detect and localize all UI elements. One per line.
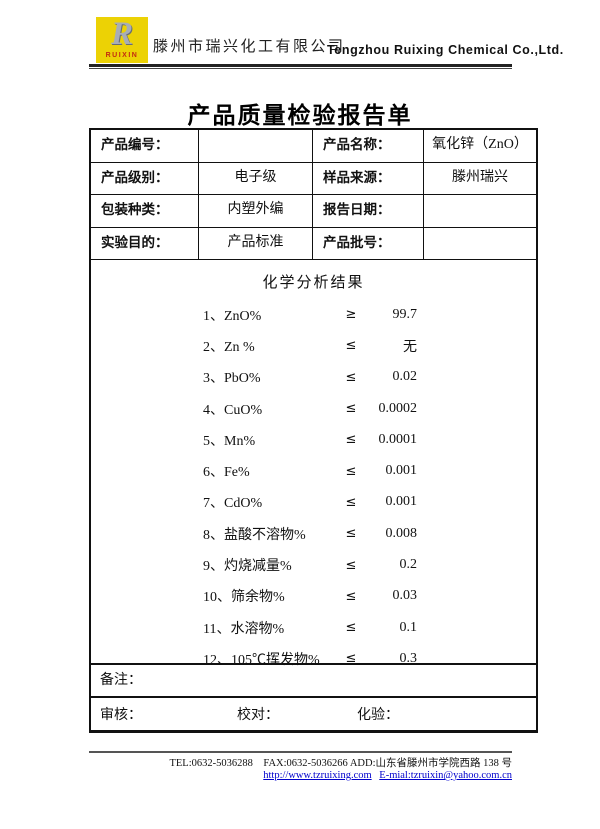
analysis-item: 3、PbO% ≤0.02 bbox=[91, 362, 536, 393]
item-operator: ≤ bbox=[345, 651, 357, 667]
website-link[interactable]: http://www.tzruixing.com bbox=[263, 770, 372, 781]
item-value: 0.001 bbox=[385, 463, 418, 479]
item-name: 12、105℃挥发物% bbox=[203, 652, 320, 668]
remarks-label: 备注： bbox=[100, 673, 142, 688]
item-operator: ≤ bbox=[345, 401, 357, 417]
review-label: 审核： bbox=[100, 708, 142, 723]
remarks-row: 备注： bbox=[91, 665, 536, 698]
item-value: 0.2 bbox=[399, 557, 418, 573]
analysis-items: 1、ZnO% ≥99.7 2、Zn % ≤ 无 3、PbO% ≤0.02 4、CuO% ≤… bbox=[91, 299, 536, 675]
analysis-section: 化学分析结果 1、ZnO% ≥99.7 2、Zn % ≤ 无 3、PbO% ≤0.02 … bbox=[91, 260, 536, 668]
page-title: 产品质量检验报告单 bbox=[187, 102, 413, 128]
analysis-item: 7、CdO% ≤0.001 bbox=[91, 487, 536, 518]
item-name: 5、Mn% bbox=[203, 433, 256, 449]
sample-source-value: 滕州瑞兴 bbox=[452, 169, 508, 185]
item-name: 2、Zn % bbox=[203, 339, 255, 355]
test-purpose-value: 产品标准 bbox=[199, 227, 313, 259]
signoff-row: 审核： 校对： 化验： bbox=[91, 698, 536, 730]
item-name: 7、CdO% bbox=[203, 496, 263, 512]
item-operator: ≤ bbox=[345, 463, 357, 479]
item-name: 1、ZnO% bbox=[203, 308, 262, 324]
analysis-item: 11、水溶物% ≤0.1 bbox=[91, 612, 536, 643]
item-value: 0.0002 bbox=[378, 400, 418, 416]
product-grade-label: 产品级别： bbox=[91, 162, 199, 194]
item-value: 0.1 bbox=[399, 619, 418, 635]
company-header: R RUIXIN 滕州市瑞兴化工有限公司 Tengzhou Ruixing Ch… bbox=[89, 12, 563, 66]
analysis-item: 9、灼烧减量% ≤0.2 bbox=[91, 549, 536, 580]
analysis-item: 5、Mn% ≤0.0001 bbox=[91, 424, 536, 455]
item-value: 0.0001 bbox=[378, 431, 418, 447]
report-date-label: 报告日期： bbox=[313, 195, 424, 227]
item-operator: ≤ bbox=[345, 494, 357, 510]
item-operator: ≤ bbox=[345, 338, 357, 354]
package-type-value: 内塑外编 bbox=[199, 195, 313, 227]
analysis-item: 2、Zn % ≤ 无 bbox=[91, 330, 536, 361]
item-value: 无 bbox=[403, 339, 417, 355]
item-name: 3、PbO% bbox=[203, 371, 261, 387]
proofread-label: 校对： bbox=[237, 708, 279, 723]
item-name: 8、盐酸不溶物% bbox=[203, 527, 306, 543]
item-operator: ≤ bbox=[345, 432, 357, 448]
item-name: 4、CuO% bbox=[203, 402, 263, 418]
sample-source-label: 样品来源： bbox=[313, 162, 424, 194]
item-value: 0.001 bbox=[385, 494, 418, 510]
item-operator: ≥ bbox=[345, 307, 357, 323]
logo-r-icon: R bbox=[110, 16, 133, 52]
report-table: 产品编号： 产品名称： 氧化锌（ZnO） 产品级别： 电子级 样品来源： 滕州瑞… bbox=[89, 128, 538, 733]
page-footer: TEL:0632-5036288 FAX:0632-5036266 ADD:山东… bbox=[89, 751, 512, 781]
analysis-item: 10、筛余物% ≤0.03 bbox=[91, 581, 536, 612]
table-row: 产品编号： 产品名称： 氧化锌（ZnO） bbox=[91, 130, 536, 163]
logo-brand-text: RUIXIN bbox=[105, 52, 139, 59]
footer-links-line: http://www.tzruixing.com E-mial:tzruixin… bbox=[89, 770, 512, 781]
product-grade-value: 电子级 bbox=[199, 162, 313, 194]
item-value: 99.7 bbox=[392, 306, 418, 322]
email-link[interactable]: E-mial:tzruixin@yahoo.com.cn bbox=[379, 770, 512, 781]
item-name: 11、水溶物% bbox=[203, 621, 285, 637]
item-operator: ≤ bbox=[345, 588, 357, 604]
item-operator: ≤ bbox=[345, 557, 357, 573]
company-name-en: Tengzhou Ruixing Chemical Co.,Ltd. bbox=[327, 43, 564, 57]
item-value: 0.3 bbox=[399, 650, 418, 666]
item-operator: ≤ bbox=[345, 620, 357, 636]
item-value: 0.02 bbox=[392, 369, 418, 385]
product-no-value bbox=[199, 130, 313, 162]
item-name: 9、灼烧减量% bbox=[203, 559, 292, 575]
analysis-section-title: 化学分析结果 bbox=[262, 275, 365, 291]
product-name-value: 氧化锌（ZnO） bbox=[432, 137, 528, 152]
company-logo: R RUIXIN bbox=[96, 17, 148, 63]
item-name: 6、Fe% bbox=[203, 465, 250, 481]
report-date-value bbox=[424, 195, 536, 227]
item-value: 0.008 bbox=[385, 525, 418, 541]
analysis-item: 8、盐酸不溶物% ≤0.008 bbox=[91, 518, 536, 549]
test-label: 化验： bbox=[357, 708, 399, 723]
item-value: 0.03 bbox=[392, 588, 418, 604]
analysis-item: 4、CuO% ≤0.0002 bbox=[91, 393, 536, 424]
batch-no-value bbox=[424, 228, 536, 260]
analysis-item: 12、105℃挥发物% ≤0.3 bbox=[91, 643, 536, 674]
item-operator: ≤ bbox=[345, 526, 357, 542]
batch-no-label: 产品批号： bbox=[313, 227, 424, 259]
company-name-cn: 滕州市瑞兴化工有限公司 bbox=[153, 39, 346, 55]
item-operator: ≤ bbox=[345, 369, 357, 385]
table-row: 产品级别： 电子级 样品来源： 滕州瑞兴 bbox=[91, 162, 536, 195]
table-row: 实验目的： 产品标准 产品批号： bbox=[91, 227, 536, 260]
footer-contact-line: TEL:0632-5036288 FAX:0632-5036266 ADD:山东… bbox=[169, 758, 512, 769]
test-purpose-label: 实验目的： bbox=[91, 227, 199, 259]
package-type-label: 包装种类： bbox=[91, 195, 199, 227]
product-name-label: 产品名称： bbox=[313, 130, 424, 162]
header-divider bbox=[89, 64, 512, 69]
analysis-item: 1、ZnO% ≥99.7 bbox=[91, 299, 536, 330]
table-row: 包装种类： 内塑外编 报告日期： bbox=[91, 195, 536, 228]
product-no-label: 产品编号： bbox=[91, 130, 199, 162]
analysis-item: 6、Fe% ≤0.001 bbox=[91, 455, 536, 486]
item-name: 10、筛余物% bbox=[203, 590, 285, 606]
